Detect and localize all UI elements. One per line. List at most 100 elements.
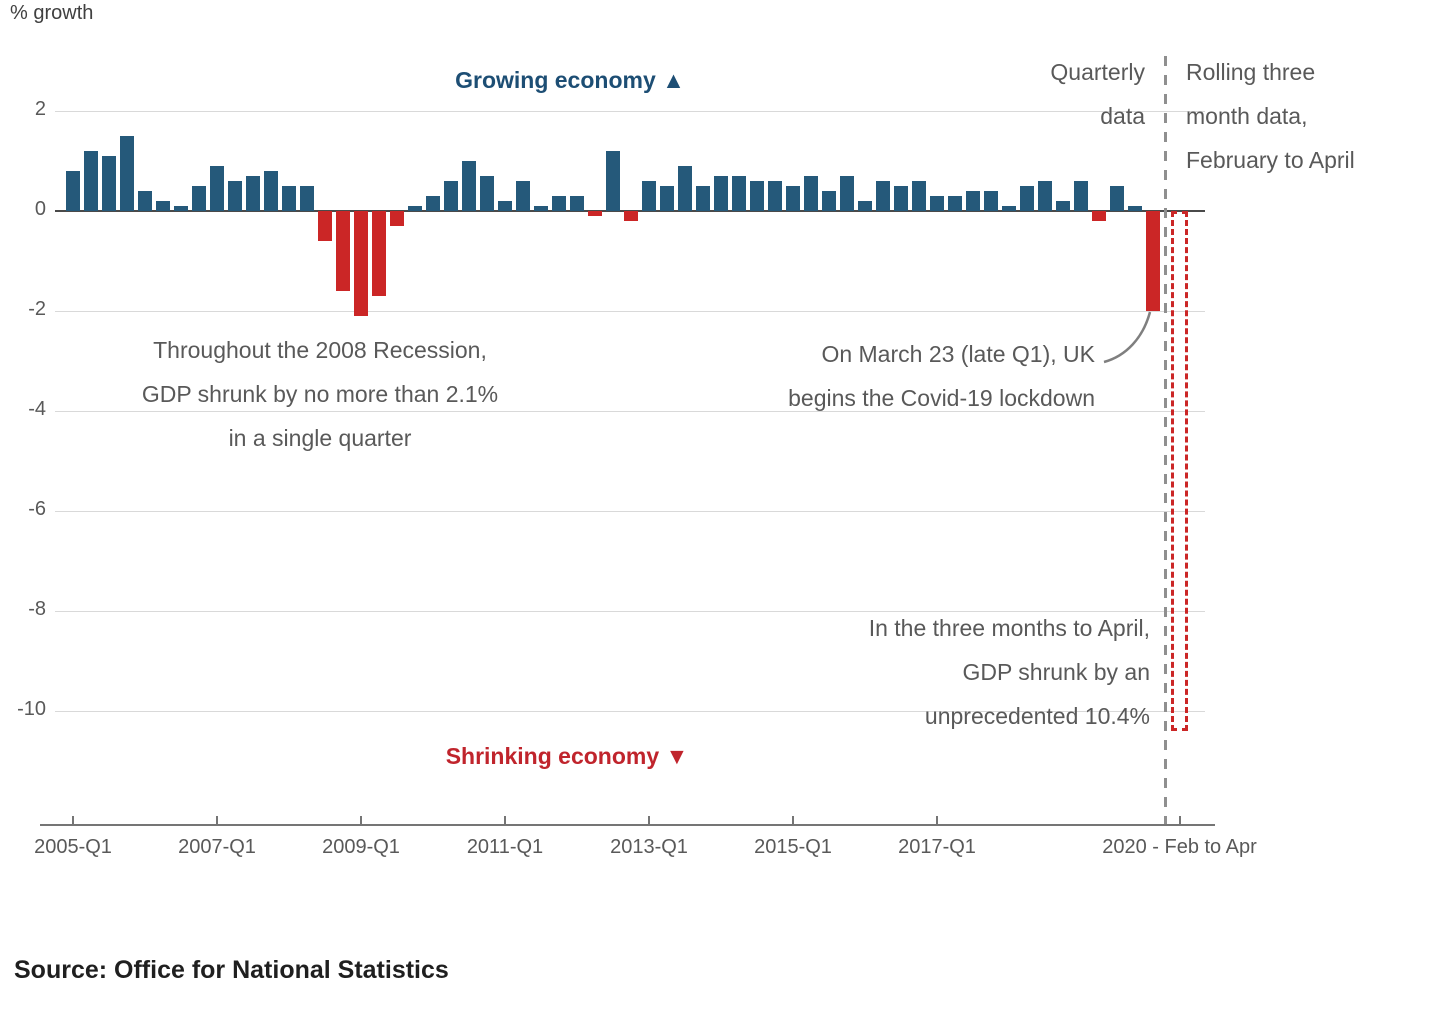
bar-positive — [570, 196, 584, 211]
x-tick-mark — [216, 816, 218, 826]
shrinking-economy-label: Shrinking economy ▼ — [446, 734, 689, 778]
up-triangle-icon: ▲ — [662, 67, 685, 93]
bar-positive — [66, 171, 80, 211]
bar-positive — [966, 191, 980, 211]
bar-positive — [228, 181, 242, 211]
bar-positive — [840, 176, 854, 211]
bar-positive — [768, 181, 782, 211]
bar-negative — [354, 211, 368, 316]
bar-positive — [444, 181, 458, 211]
bar-positive — [786, 186, 800, 211]
bar-positive — [1128, 206, 1142, 211]
bar-positive — [750, 181, 764, 211]
x-tick-mark — [72, 816, 74, 826]
bar-negative — [1146, 211, 1160, 311]
x-tick-label: 2005-Q1 — [34, 836, 112, 858]
bar-positive — [732, 176, 746, 211]
source-note: Source: Office for National Statistics — [14, 956, 449, 984]
bar-positive — [1002, 206, 1016, 211]
recession-2008-annotation: Throughout the 2008 Recession, GDP shrun… — [141, 337, 499, 451]
bar-positive — [84, 151, 98, 211]
x-tick-label: 2013-Q1 — [610, 836, 688, 858]
growing-economy-label: Growing economy ▲ — [455, 58, 685, 102]
bar-positive — [462, 161, 476, 211]
y-axis-title: % growth — [10, 2, 94, 24]
x-tick-mark — [648, 816, 650, 826]
y-tick-label: -4 — [28, 398, 46, 420]
bar-negative — [372, 211, 386, 296]
y-tick-label: -6 — [28, 498, 46, 520]
quarterly-data-label: Quarterly data — [1050, 59, 1145, 129]
bar-positive — [534, 206, 548, 211]
bar-positive — [192, 186, 206, 211]
rolling-three-month-bar — [1171, 211, 1188, 731]
bar-positive — [984, 191, 998, 211]
gridline — [55, 711, 1205, 712]
x-tick-mark — [360, 816, 362, 826]
x-axis-line — [40, 824, 1215, 826]
x-tick-label: 2015-Q1 — [754, 836, 832, 858]
bar-negative — [336, 211, 350, 291]
x-tick-label: 2011-Q1 — [466, 836, 544, 858]
x-tick-label: 2007-Q1 — [178, 836, 256, 858]
x-tick-mark — [936, 816, 938, 826]
april-gdp-drop-annotation: In the three months to April, GDP shrunk… — [868, 615, 1150, 729]
bar-positive — [264, 171, 278, 211]
bar-positive — [1056, 201, 1070, 211]
bar-positive — [858, 201, 872, 211]
bar-positive — [210, 166, 224, 211]
x-tick-mark — [1178, 816, 1181, 826]
x-tick-mark — [504, 816, 506, 826]
bar-positive — [552, 196, 566, 211]
bar-positive — [678, 166, 692, 211]
bar-positive — [714, 176, 728, 211]
bar-negative — [624, 211, 638, 221]
down-triangle-icon: ▼ — [665, 743, 689, 769]
bar-positive — [282, 186, 296, 211]
gridline — [55, 611, 1205, 612]
gridline — [55, 111, 1205, 112]
bar-positive — [948, 196, 962, 211]
bar-positive — [1110, 186, 1124, 211]
covid-lockdown-annotation: On March 23 (late Q1), UK begins the Cov… — [788, 341, 1095, 411]
bar-positive — [408, 206, 422, 211]
bar-positive — [300, 186, 314, 211]
bar-positive — [1074, 181, 1088, 211]
bar-negative — [1092, 211, 1106, 221]
bar-positive — [696, 186, 710, 211]
x-tick-label: 2009-Q1 — [322, 836, 400, 858]
bar-positive — [426, 196, 440, 211]
gridline — [55, 511, 1205, 512]
x-tick-label: 2020 - Feb to Apr — [1102, 836, 1257, 858]
bar-positive — [1038, 181, 1052, 211]
growing-economy-text: Growing economy — [455, 67, 656, 93]
bar-positive — [606, 151, 620, 211]
bar-positive — [120, 136, 134, 211]
y-tick-label: -8 — [28, 598, 46, 620]
y-tick-label: -2 — [28, 298, 46, 320]
bar-positive — [498, 201, 512, 211]
bar-positive — [516, 181, 530, 211]
quarterly-rolling-separator-line — [1164, 56, 1167, 828]
bar-positive — [480, 176, 494, 211]
bar-positive — [930, 196, 944, 211]
bar-positive — [1020, 186, 1034, 211]
shrinking-economy-text: Shrinking economy — [445, 743, 660, 769]
bar-positive — [174, 206, 188, 211]
bar-positive — [102, 156, 116, 211]
y-tick-label: -10 — [17, 698, 46, 720]
bar-positive — [894, 186, 908, 211]
y-tick-label: 0 — [34, 198, 46, 220]
bar-positive — [246, 176, 260, 211]
bar-positive — [912, 181, 926, 211]
x-tick-label: 2017-Q1 — [898, 836, 976, 858]
bar-positive — [804, 176, 818, 211]
y-tick-label: 2 — [34, 98, 46, 120]
gridline — [55, 311, 1205, 312]
bar-negative — [588, 211, 602, 216]
bar-positive — [642, 181, 656, 211]
bar-negative — [318, 211, 332, 241]
bar-positive — [876, 181, 890, 211]
